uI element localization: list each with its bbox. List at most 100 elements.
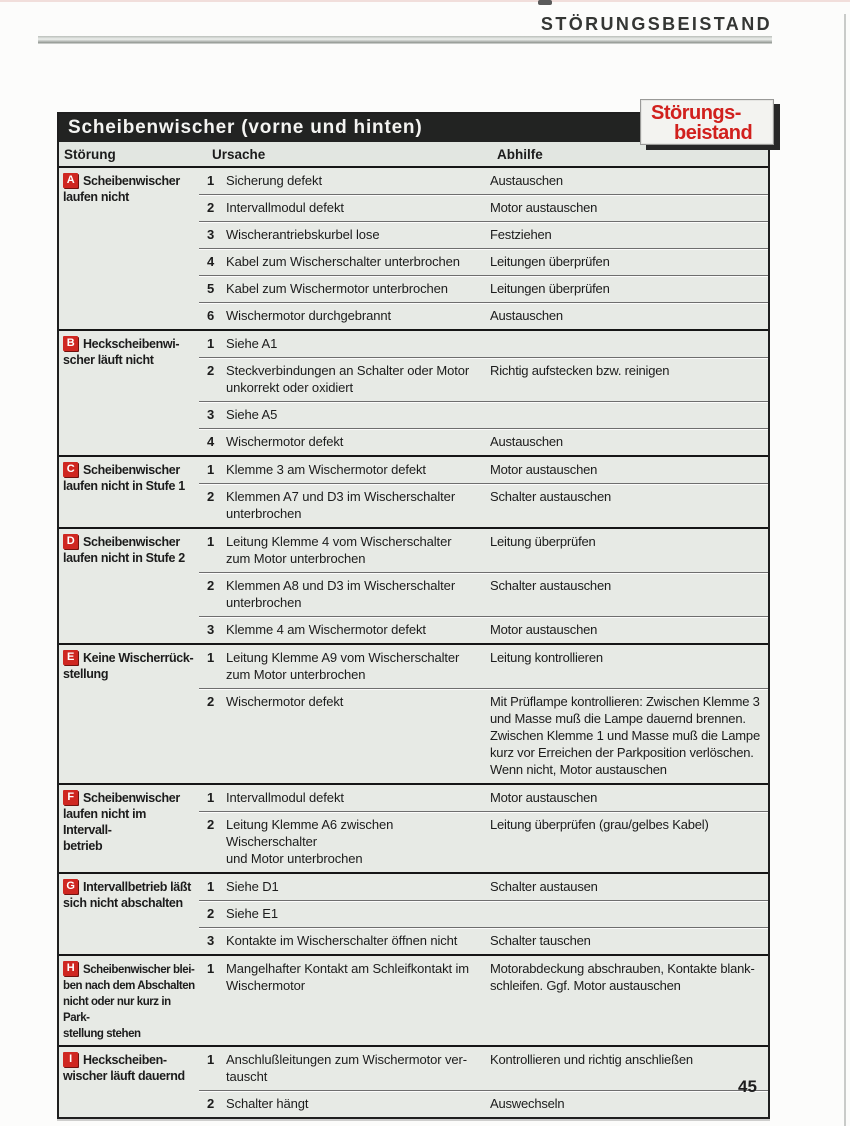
fault-label: Scheibenwischer laufen nicht in Stufe 1 xyxy=(63,463,185,493)
remedy-text: Motor austauschen xyxy=(490,790,598,805)
cause-row: 2 Schalter hängt Auswechseln xyxy=(199,1090,768,1117)
fault-label: Heckscheibenwi- scher läuft nicht xyxy=(63,337,180,367)
cause-text: Wischermotor durchgebrannt xyxy=(226,308,392,323)
fault-group-B: B Heckscheibenwi- scher läuft nicht 1 Siehe… xyxy=(59,329,768,455)
cause-cell: 2 Klemmen A8 und D3 im Wischerschalter un… xyxy=(207,577,490,611)
cause-text: Mangelhafter Kontakt am Schleifkontakt i… xyxy=(226,961,470,993)
fault-cell: F Scheibenwischer laufen nicht im Interva… xyxy=(59,785,199,872)
cause-text: Leitung Klemme A9 vom Wischerschalter zu… xyxy=(226,650,460,682)
cause-number: 3 xyxy=(207,622,215,637)
cause-text: Leitung Klemme 4 vom Wischerschalter zum… xyxy=(226,534,452,566)
cause-cell: 3 Wischerantriebskurbel lose xyxy=(207,226,490,243)
cause-number: 1 xyxy=(207,173,215,188)
cause-row: 1 Anschlußleitungen zum Wischermotor ver-… xyxy=(199,1047,768,1090)
cause-cell: 5 Kabel zum Wischermotor unterbrochen xyxy=(207,280,490,297)
cause-row: 1 Klemme 3 am Wischermotor defekt Motor au… xyxy=(199,457,768,483)
fault-cell: E Keine Wischerrück- stellung xyxy=(59,645,199,783)
cause-text: Siehe D1 xyxy=(226,879,279,894)
table-body: A Scheibenwischer laufen nicht 1 Sicherung … xyxy=(59,166,768,1117)
remedy-text: Kontrollieren und richtig anschließen xyxy=(490,1052,693,1067)
cause-cell: 4 Wischermotor defekt xyxy=(207,433,490,450)
remedy-text: Motor austauschen xyxy=(490,462,598,477)
cause-rows: 1 Leitung Klemme A9 vom Wischerschalter z… xyxy=(199,645,768,783)
header-rule xyxy=(38,36,772,44)
cause-rows: 1 Anschlußleitungen zum Wischermotor ver-… xyxy=(199,1047,768,1117)
cause-row: 1 Sicherung defekt Austauschen xyxy=(199,168,768,194)
cause-number: 3 xyxy=(207,227,215,242)
cause-text: Siehe E1 xyxy=(226,906,278,921)
remedy-text: Austauschen xyxy=(490,308,563,323)
column-header-row: Störung Ursache Abhilfe xyxy=(59,142,768,166)
cause-cell: 2 Leitung Klemme A6 zwischen Wischerschal… xyxy=(207,816,490,867)
cause-rows: 1 Intervallmodul defekt Motor austauschen 2… xyxy=(199,785,768,872)
remedy-text: Mit Prüflampe kontrollieren: Zwischen Kl… xyxy=(490,694,760,777)
cause-row: 3 Siehe A5 xyxy=(199,401,768,428)
cause-number: 2 xyxy=(207,817,215,832)
remedy-text: Motor austauschen xyxy=(490,622,598,637)
cause-number: 6 xyxy=(207,308,215,323)
fault-group-C: C Scheibenwischer laufen nicht in Stufe 1… xyxy=(59,455,768,527)
scan-page-edge xyxy=(844,14,846,1126)
fault-label: Scheibenwischer laufen nicht xyxy=(63,174,180,204)
cause-row: 4 Wischermotor defekt Austauschen xyxy=(199,428,768,455)
cause-row: 3 Wischerantriebskurbel lose Festziehen xyxy=(199,221,768,248)
cause-number: 1 xyxy=(207,1052,215,1067)
fault-group-I: I Heckscheiben- wischer läuft dauernd 1 Ans… xyxy=(59,1045,768,1117)
cause-text: Kontakte im Wischerschalter öffnen nicht xyxy=(226,933,458,948)
cause-number: 2 xyxy=(207,1096,215,1111)
cause-cell: 2 Wischermotor defekt xyxy=(207,693,490,778)
fault-letter-badge: I xyxy=(63,1052,78,1067)
cause-number: 2 xyxy=(207,578,215,593)
cause-text: Schalter hängt xyxy=(226,1096,309,1111)
remedy-text: Leitungen überprüfen xyxy=(490,281,610,296)
cause-rows: 1 Siehe A1 2 Steckverbindungen an Schalter … xyxy=(199,331,768,455)
cause-cell: 4 Kabel zum Wischerschalter unterbrochen xyxy=(207,253,490,270)
cause-text: Siehe A1 xyxy=(226,336,278,351)
fault-cell: B Heckscheibenwi- scher läuft nicht xyxy=(59,331,199,455)
cause-row: 1 Leitung Klemme 4 vom Wischerschalter zu… xyxy=(199,529,768,572)
cause-number: 1 xyxy=(207,462,215,477)
cause-cell: 2 Intervallmodul defekt xyxy=(207,199,490,216)
cause-cell: 1 Siehe A1 xyxy=(207,335,490,352)
fault-cell: I Heckscheiben- wischer läuft dauernd xyxy=(59,1047,199,1117)
remedy-text: Schalter austauschen xyxy=(490,489,612,504)
cause-cell: 2 Klemmen A7 und D3 im Wischerschalter un… xyxy=(207,488,490,522)
badge-line1: Störungs- xyxy=(651,102,741,124)
remedy-text: Austauschen xyxy=(490,173,563,188)
cause-row: 1 Siehe D1 Schalter austausen xyxy=(199,874,768,900)
page-number: 45 xyxy=(738,1077,757,1096)
fault-letter-badge: A xyxy=(63,173,78,188)
cause-rows: 1 Siehe D1 Schalter austausen 2 Siehe E1 3 Kon… xyxy=(199,874,768,954)
remedy-text: Austauschen xyxy=(490,434,563,449)
cause-row: 2 Leitung Klemme A6 zwischen Wischerschal… xyxy=(199,811,768,872)
fault-label: Scheibenwischer laufen nicht in Stufe 2 xyxy=(63,535,185,565)
fault-label: Intervallbetrieb läßt sich nicht abschal… xyxy=(63,880,191,910)
fault-group-D: D Scheibenwischer laufen nicht in Stufe 2… xyxy=(59,527,768,643)
cause-number: 2 xyxy=(207,694,215,709)
fault-letter-badge: E xyxy=(63,650,78,665)
badge-line2: beistand xyxy=(674,122,753,144)
fault-group-G: G Intervallbetrieb läßt sich nicht abscha… xyxy=(59,872,768,954)
stoerungsbeistand-badge: Störungs- beistand xyxy=(640,99,774,145)
cause-number: 2 xyxy=(207,906,215,921)
fault-cell: G Intervallbetrieb läßt sich nicht abscha… xyxy=(59,874,199,954)
cause-text: Siehe A5 xyxy=(226,407,278,422)
fault-letter-badge: H xyxy=(63,961,78,976)
cause-row: 3 Kontakte im Wischerschalter öffnen nich… xyxy=(199,927,768,954)
cause-row: 2 Siehe E1 xyxy=(199,900,768,927)
cause-text: Sicherung defekt xyxy=(226,173,322,188)
cause-rows: 1 Leitung Klemme 4 vom Wischerschalter zu… xyxy=(199,529,768,643)
remedy-text: Richtig aufstecken bzw. reinigen xyxy=(490,363,670,378)
cause-number: 2 xyxy=(207,363,215,378)
cause-text: Klemmen A8 und D3 im Wischerschalter unt… xyxy=(226,578,456,610)
cause-row: 3 Klemme 4 am Wischermotor defekt Motor au… xyxy=(199,616,768,643)
cause-cell: 3 Klemme 4 am Wischermotor defekt xyxy=(207,621,490,638)
table-title: Scheibenwischer (vorne und hinten) xyxy=(68,117,423,138)
cause-number: 1 xyxy=(207,961,215,976)
cause-rows: 1 Mangelhafter Kontakt am Schleifkontakt … xyxy=(199,956,768,1045)
cause-rows: 1 Sicherung defekt Austauschen 2 Intervallmo… xyxy=(199,168,768,329)
cause-text: Steckverbindungen an Schalter oder Motor… xyxy=(226,363,470,395)
cause-number: 1 xyxy=(207,790,215,805)
cause-row: 1 Mangelhafter Kontakt am Schleifkontakt … xyxy=(199,956,768,999)
cause-row: 1 Siehe A1 xyxy=(199,331,768,357)
